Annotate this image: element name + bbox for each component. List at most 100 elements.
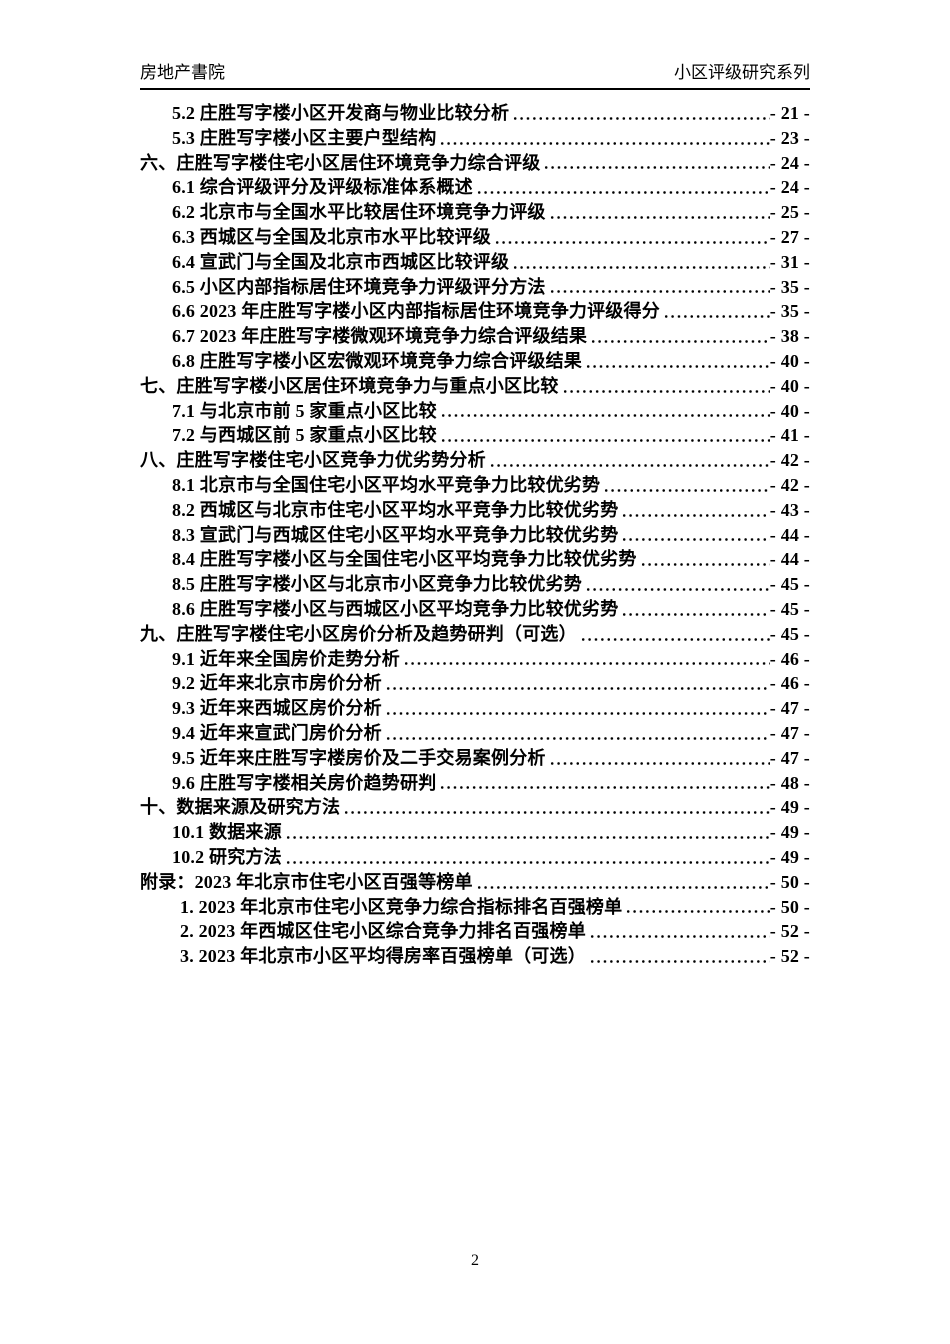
toc-dot-leader: [403, 646, 770, 672]
toc-dot-leader: [384, 696, 770, 721]
toc-entry-text: 十、数据来源及研究方法: [140, 797, 341, 818]
toc-entry-text: 6.1 综合评级评分及评级标准体系概述: [172, 177, 473, 198]
toc-entry-page: - 42 -: [769, 450, 810, 471]
toc-dot-leader: [548, 745, 770, 771]
toc-dot-leader: [561, 373, 770, 399]
toc-entry: 9.3 近年来西城区房价分析 - 47 -: [140, 696, 810, 721]
header-left-title: 房地产書院: [140, 63, 225, 82]
toc-entry: 十、数据来源及研究方法 - 49 -: [140, 795, 810, 821]
toc-entry-text: 附录：2023 年北京市住宅小区百强等榜单: [140, 871, 473, 892]
toc-entry-page: - 25 -: [769, 202, 810, 223]
toc-entry-text: 6.7 2023 年庄胜写字楼微观环境竞争力综合评级结果: [172, 326, 588, 347]
toc-entry-text: 10.2 研究方法: [172, 846, 282, 867]
toc-dot-leader: [579, 621, 770, 647]
toc-dot-leader: [439, 125, 770, 151]
page-footer: 2: [0, 1252, 950, 1270]
toc-entry: 九、庄胜写字楼住宅小区房价分析及趋势研判（可选） - 45 -: [140, 621, 810, 647]
toc-entry-text: 六、庄胜写字楼住宅小区居住环境竞争力综合评级: [140, 152, 541, 173]
toc-entry-page: - 49 -: [769, 797, 810, 818]
toc-entry-page: - 35 -: [769, 276, 810, 297]
toc-entry-page: - 21 -: [769, 103, 810, 123]
toc-dot-leader: [585, 572, 770, 597]
toc-entry: 6.8 庄胜写字楼小区宏微观环境竞争力综合评级结果 - 40 -: [140, 348, 810, 374]
toc-entry-page: - 31 -: [769, 251, 810, 272]
toc-entry: 9.4 近年来宣武门房价分析 - 47 -: [140, 720, 810, 746]
toc-entry-text: 3. 2023 年北京市小区平均得房率百强榜单（可选）: [180, 946, 586, 967]
toc-entry: 8.5 庄胜写字楼小区与北京市小区竞争力比较优劣势 - 45 -: [140, 572, 810, 597]
toc-dot-leader: [543, 150, 770, 176]
toc-entry-text: 八、庄胜写字楼住宅小区竞争力优劣势分析: [140, 450, 486, 471]
toc-entry: 1. 2023 年北京市住宅小区竞争力综合指标排名百强榜单 - 50 -: [140, 894, 810, 920]
page-number: 2: [471, 1252, 479, 1269]
toc-entry-text: 6.4 宣武门与全国及北京市西城区比较评级: [172, 251, 510, 272]
toc-entry: 6.6 2023 年庄胜写字楼小区内部指标居住环境竞争力评级得分 - 35 -: [140, 299, 810, 325]
toc-entry-page: - 23 -: [769, 127, 810, 148]
toc-entry-page: - 35 -: [769, 301, 810, 322]
toc-entry-page: - 41 -: [769, 425, 810, 446]
toc-dot-leader: [588, 944, 770, 969]
toc-entry: 八、庄胜写字楼住宅小区竞争力优劣势分析 - 42 -: [140, 448, 810, 473]
toc-dot-leader: [548, 274, 770, 300]
toc-entry-page: - 47 -: [769, 698, 810, 719]
toc-entry-text: 5.2 庄胜写字楼小区开发商与物业比较分析: [172, 103, 510, 123]
toc-entry-page: - 52 -: [769, 921, 810, 942]
toc-dot-leader: [662, 299, 770, 325]
toc-entry-text: 6.2 北京市与全国水平比较居住环境竞争力评级: [172, 202, 546, 223]
toc-dot-leader: [439, 398, 770, 424]
toc-dot-leader: [548, 200, 770, 225]
toc-entry: 6.4 宣武门与全国及北京市西城区比较评级 - 31 -: [140, 249, 810, 275]
toc-dot-leader: [590, 324, 770, 349]
toc-entry-text: 8.2 西城区与北京市住宅小区平均水平竞争力比较优劣势: [172, 499, 619, 520]
toc-dot-leader: [475, 869, 770, 895]
toc-dot-leader: [384, 671, 770, 697]
toc-entry: 6.7 2023 年庄胜写字楼微观环境竞争力综合评级结果 - 38 -: [140, 324, 810, 349]
toc-entry-text: 9.2 近年来北京市房价分析: [172, 673, 382, 694]
toc-entry-page: - 49 -: [769, 822, 810, 843]
toc-entry: 6.5 小区内部指标居住环境竞争力评级评分方法 - 35 -: [140, 274, 810, 300]
toc-entry: 六、庄胜写字楼住宅小区居住环境竞争力综合评级 - 24 -: [140, 150, 810, 176]
toc-entry-text: 9.3 近年来西城区房价分析: [172, 698, 382, 719]
toc-entry-text: 九、庄胜写字楼住宅小区房价分析及趋势研判（可选）: [140, 623, 577, 644]
toc-entry-text: 9.6 庄胜写字楼相关房价趋势研判: [172, 772, 437, 793]
toc-entry-page: - 24 -: [769, 177, 810, 198]
toc-entry-text: 1. 2023 年北京市住宅小区竞争力综合指标排名百强榜单: [180, 896, 623, 917]
toc-entry-page: - 44 -: [769, 524, 810, 545]
toc-dot-leader: [621, 596, 770, 622]
toc-entry-page: - 24 -: [769, 152, 810, 173]
toc-entry: 9.1 近年来全国房价走势分析 - 46 -: [140, 646, 810, 672]
toc-entry-page: - 40 -: [769, 400, 810, 421]
toc-entry-page: - 42 -: [769, 474, 810, 495]
toc-entry: 8.1 北京市与全国住宅小区平均水平竞争力比较优劣势 - 42 -: [140, 472, 810, 498]
toc-entry-page: - 46 -: [769, 673, 810, 694]
toc-entry: 2. 2023 年西城区住宅小区综合竞争力排名百强榜单 - 52 -: [140, 919, 810, 945]
toc-entry-page: - 43 -: [769, 499, 810, 520]
toc-dot-leader: [603, 472, 770, 498]
toc-entry-text: 8.3 宣武门与西城区住宅小区平均水平竞争力比较优劣势: [172, 524, 619, 545]
toc-dot-leader: [384, 720, 770, 746]
toc-entry-page: - 45 -: [769, 623, 810, 644]
toc-entry: 6.3 西城区与全国及北京市水平比较评级 - 27 -: [140, 224, 810, 250]
toc-entry: 8.3 宣武门与西城区住宅小区平均水平竞争力比较优劣势 - 44 -: [140, 522, 810, 548]
toc-entry-page: - 44 -: [769, 549, 810, 570]
toc-entry-page: - 49 -: [769, 846, 810, 867]
toc-dot-leader: [284, 844, 770, 870]
toc-entry: 6.1 综合评级评分及评级标准体系概述 - 24 -: [140, 175, 810, 201]
toc-entry-text: 9.4 近年来宣武门房价分析: [172, 722, 382, 743]
toc-dot-leader: [439, 423, 770, 449]
header-right-series: 小区评级研究系列: [674, 63, 810, 82]
toc-dot-leader: [588, 919, 770, 945]
toc-dot-leader: [639, 547, 770, 573]
toc-entry-page: - 27 -: [769, 226, 810, 247]
toc-dot-leader: [494, 224, 770, 250]
toc-entry-text: 9.1 近年来全国房价走势分析: [172, 648, 400, 669]
toc-entry: 8.2 西城区与北京市住宅小区平均水平竞争力比较优劣势 - 43 -: [140, 497, 810, 523]
toc-entry-page: - 47 -: [769, 722, 810, 743]
page-header: 房地产書院 小区评级研究系列: [140, 58, 810, 90]
toc-entry-page: - 50 -: [769, 871, 810, 892]
toc-entry: 7.1 与北京市前 5 家重点小区比较 - 40 -: [140, 398, 810, 424]
toc-entry-page: - 50 -: [769, 896, 810, 917]
toc-dot-leader: [488, 448, 770, 473]
toc-dot-leader: [585, 348, 770, 374]
toc-entry: 5.2 庄胜写字楼小区开发商与物业比较分析 - 21 -: [140, 101, 810, 126]
